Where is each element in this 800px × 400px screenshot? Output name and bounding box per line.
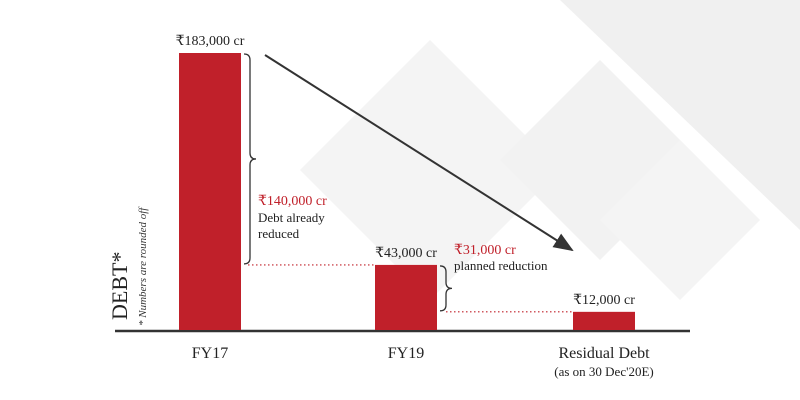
annotation-debt-reduced-line-2: reduced [258,226,300,241]
category-sublabel-residual-debt: (as on 30 Dec'20E) [554,364,653,379]
brace-debt-reduced [243,53,257,265]
value-label-fy17: ₹183,000 cr [176,34,245,49]
bar-residual-debt [573,311,635,330]
bar-fy17 [179,53,241,330]
y-axis-label: DEBT* [107,252,132,320]
footnote: * Numbers are rounded off [137,206,149,326]
category-label-fy19: FY19 [388,345,424,362]
annotation-debt-reduced-value: ₹140,000 cr [258,194,327,209]
category-label-residual-debt: Residual Debt [558,345,650,362]
annotation-planned-reduction-line-1: planned reduction [454,258,548,273]
trend-arrow [264,54,574,252]
annotation-debt-reduced-line-1: Debt already [258,210,325,225]
brace-planned-reduction [439,265,453,312]
value-label-fy19: ₹43,000 cr [375,246,437,261]
annotation-planned-reduction-value: ₹31,000 cr [454,243,516,258]
bar-fy19 [375,264,437,330]
category-label-fy17: FY17 [192,345,228,362]
value-label-residual-debt: ₹12,000 cr [573,293,635,308]
